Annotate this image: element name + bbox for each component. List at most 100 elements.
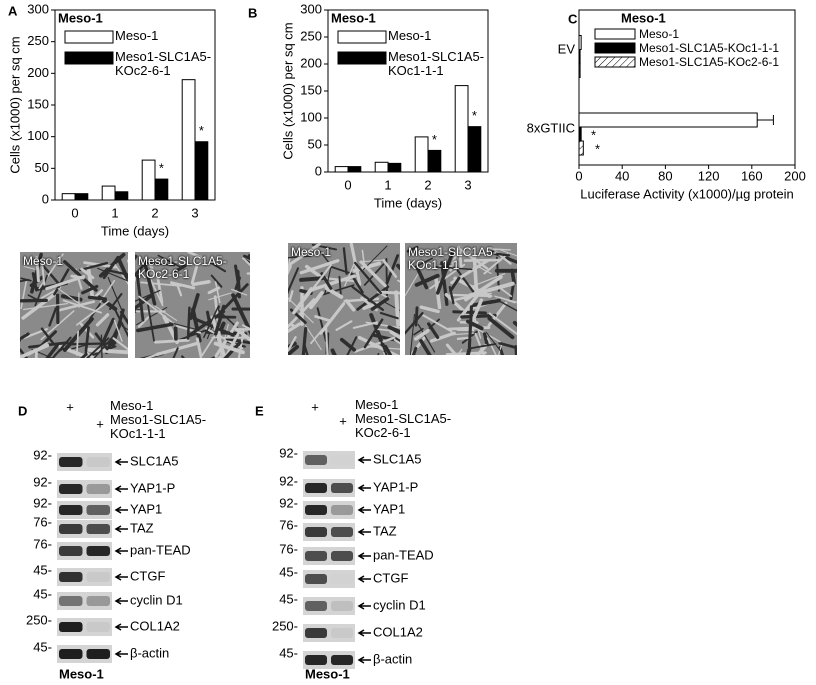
- protein-label: COL1A2: [373, 624, 423, 639]
- size-marker: 92-: [33, 474, 52, 489]
- protein-label: cyclin D1: [373, 597, 426, 612]
- cell-streak: [187, 252, 203, 259]
- cell-streak: [119, 310, 128, 326]
- size-marker: 45-: [279, 591, 298, 606]
- cell-streak: [486, 337, 497, 355]
- error-bar: [757, 115, 774, 125]
- cell-streak: [34, 274, 48, 307]
- cell-streak: [362, 245, 388, 271]
- cell-streak: [330, 348, 337, 355]
- blot-band: [331, 655, 353, 665]
- cell-streak: [31, 272, 38, 292]
- x-tick-label: 120: [698, 168, 720, 183]
- cell-streak: [405, 267, 423, 297]
- blot-band: [86, 457, 110, 467]
- legend-swatch: [594, 56, 636, 68]
- size-marker: 92-: [279, 495, 298, 510]
- cell-streak: [483, 253, 509, 275]
- cell-streak: [393, 338, 400, 345]
- blot-band: [59, 546, 83, 556]
- blot-band: [86, 484, 110, 494]
- cell-streak: [170, 281, 196, 290]
- cell-streak: [387, 325, 400, 335]
- cell-streak: [420, 313, 453, 333]
- blot-band: [86, 505, 110, 515]
- bar: [578, 49, 581, 64]
- cell-streak: [359, 260, 387, 288]
- x-axis-label: Time (days): [374, 195, 442, 210]
- legend-label: Meso1-SLC1A5-KOc2-6-1: [639, 55, 780, 69]
- cell-streak: [514, 344, 517, 355]
- cell-streak: [301, 326, 308, 355]
- cell-streak: [100, 317, 115, 347]
- legend-title: Meso-1: [331, 10, 376, 25]
- arrow: [357, 602, 371, 610]
- size-marker: 76-: [279, 541, 298, 556]
- lane-sign: +: [311, 399, 319, 414]
- cell-streak: [299, 259, 340, 275]
- cell-streak: [406, 245, 419, 253]
- cell-streak: [40, 327, 55, 345]
- lane-label: Meso1-SLC1A5-KOc1-1-1: [110, 412, 207, 441]
- cell-streak: [210, 315, 226, 358]
- cell-streak: [112, 337, 128, 351]
- cell-streak: [460, 313, 497, 319]
- y-tick-label: 250: [300, 28, 322, 43]
- cell-streak: [305, 325, 322, 351]
- cell-streak: [144, 353, 158, 358]
- micrograph: [20, 252, 128, 358]
- size-marker: 76-: [279, 517, 298, 532]
- cell-streak: [456, 289, 483, 322]
- cell-streak: [126, 259, 128, 265]
- cell-streak: [449, 276, 461, 293]
- cell-streak: [413, 327, 424, 336]
- cell-streak: [102, 256, 120, 280]
- cell-streak: [154, 338, 190, 344]
- cell-streak: [469, 343, 497, 350]
- panel-label: A: [8, 3, 18, 18]
- blot-band: [331, 527, 353, 537]
- cell-streak: [500, 249, 517, 257]
- cell-streak: [121, 325, 128, 331]
- y-tick-label: 300: [27, 1, 49, 16]
- legend-swatch: [64, 30, 114, 44]
- blot-band: [86, 524, 110, 534]
- size-marker: 250-: [272, 618, 298, 633]
- y-tick-label: EV: [558, 41, 576, 56]
- blot-band: [305, 527, 327, 537]
- cell-streak: [177, 329, 208, 342]
- cell-streak: [20, 278, 30, 283]
- protein-label: β-actin: [373, 651, 412, 666]
- protein-label: pan-TEAD: [373, 547, 434, 562]
- cell-streak: [23, 265, 38, 271]
- protein-label: cyclin D1: [130, 592, 183, 607]
- bar: [114, 191, 129, 201]
- cell-streak: [203, 305, 220, 339]
- blot-band: [331, 505, 353, 515]
- cell-streak: [458, 251, 463, 270]
- x-tick-label: 1: [384, 177, 391, 192]
- protein-label: YAP1-P: [130, 480, 175, 495]
- blot-band: [59, 572, 83, 582]
- blot-band: [331, 574, 353, 584]
- cell-streak: [302, 264, 332, 302]
- cell-streak: [114, 310, 128, 338]
- x-tick-label: 3: [464, 177, 471, 192]
- legend-title: Meso-1: [58, 10, 103, 25]
- arrow: [357, 528, 371, 536]
- arrow: [357, 656, 371, 664]
- size-marker: 45-: [33, 562, 52, 577]
- y-tick-label: 100: [300, 109, 322, 124]
- cell-streak: [288, 336, 297, 353]
- y-tick-label: 200: [300, 55, 322, 70]
- bar: [578, 112, 758, 128]
- blot-band: [59, 457, 83, 467]
- panel-label: C: [568, 11, 578, 26]
- cell-streak: [80, 267, 95, 280]
- legend-label: Meso1-SLC1A5-KOc1-1-1: [639, 41, 780, 55]
- size-marker: 76-: [33, 536, 52, 551]
- cell-streak: [498, 341, 517, 350]
- cell-streak: [288, 322, 302, 334]
- cell-streak: [172, 347, 179, 358]
